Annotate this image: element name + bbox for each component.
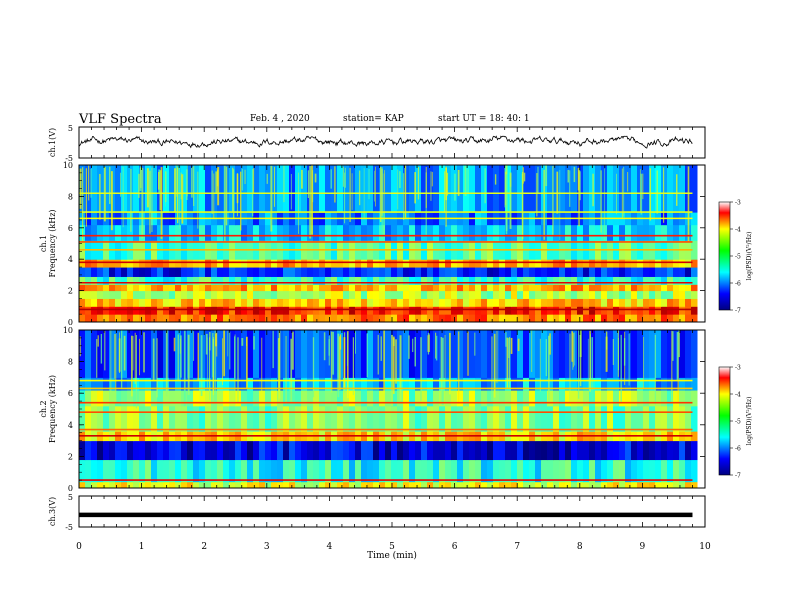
spectral-band bbox=[79, 459, 698, 483]
x-tick-label: 0 bbox=[76, 542, 82, 552]
colorbar-tick-label: -3 bbox=[735, 200, 741, 207]
colorbar-tick-label: -5 bbox=[735, 254, 741, 261]
x-tick-label: 10 bbox=[699, 542, 711, 552]
x-tick-label: 1 bbox=[139, 542, 145, 552]
spectral-band bbox=[79, 298, 698, 307]
ch2-spectrogram-panel: 0 2 4 6 8 10 ch.2 Frequency (kHz) -3 -4 -5 -6 -7 log(… bbox=[39, 326, 753, 493]
y-tick-label: 10 bbox=[63, 161, 73, 170]
colorbar-tick-label: -6 bbox=[735, 281, 741, 288]
x-tick-label: 8 bbox=[577, 542, 583, 552]
y-axis-label-channel: ch.1 bbox=[39, 235, 48, 252]
header-station: station= KAP bbox=[343, 114, 404, 124]
ch1-spectrogram-panel: 0 2 4 6 8 10 ch.1 Frequency (kHz) -3 -4 -5 -6 -7 log(… bbox=[39, 161, 753, 327]
y-tick-label: 4 bbox=[68, 421, 73, 430]
x-tick-label: 4 bbox=[327, 542, 333, 552]
chart-title: VLF Spectra bbox=[79, 112, 162, 127]
spectral-band bbox=[79, 267, 698, 277]
y-axis-label: ch.3(V) bbox=[48, 497, 57, 526]
spectral-band bbox=[79, 276, 698, 285]
y-tick-label: 2 bbox=[68, 287, 73, 296]
y-tick-label: 8 bbox=[68, 192, 73, 201]
spectral-band bbox=[79, 405, 698, 432]
y-tick-label: 0 bbox=[68, 318, 73, 327]
colorbar-tick-label: -5 bbox=[735, 419, 741, 426]
x-tick-label: 5 bbox=[389, 542, 395, 552]
y-tick-label: 5 bbox=[68, 493, 73, 502]
colorbar-tick-label: -4 bbox=[735, 392, 741, 399]
ch3-waveform-panel: 5 -5 ch.3(V) bbox=[48, 493, 706, 532]
y-axis-label: ch.1(V) bbox=[48, 128, 57, 157]
x-tick-label: 7 bbox=[514, 542, 520, 552]
spectral-band bbox=[79, 290, 698, 299]
spectral-band bbox=[79, 481, 698, 489]
y-tick-label: 6 bbox=[68, 224, 73, 233]
colorbar-tick-label: -7 bbox=[735, 308, 741, 315]
y-tick-label: 2 bbox=[68, 452, 73, 461]
spectral-band bbox=[79, 390, 698, 407]
x-tick-label: 3 bbox=[264, 542, 270, 552]
y-tick-label: 10 bbox=[63, 326, 73, 335]
y-tick-label: 5 bbox=[68, 124, 73, 133]
spectral-band bbox=[79, 259, 698, 268]
colorbar-tick-label: -3 bbox=[735, 365, 741, 372]
x-axis-label: Time (min) bbox=[367, 550, 417, 561]
y-axis-label-channel: ch.2 bbox=[39, 400, 48, 417]
narrowband-lines bbox=[79, 379, 693, 481]
spectral-band bbox=[79, 314, 698, 323]
y-tick-label: 0 bbox=[68, 484, 73, 493]
spectral-band bbox=[79, 440, 698, 461]
x-tick-label: 6 bbox=[452, 542, 458, 552]
y-tick-label: 6 bbox=[68, 389, 73, 398]
sferic-bursts bbox=[79, 330, 680, 409]
spectral-band bbox=[79, 330, 698, 378]
y-tick-label: -5 bbox=[65, 523, 73, 532]
x-tick-label: 2 bbox=[201, 542, 207, 552]
x-tick-label: 9 bbox=[640, 542, 646, 552]
header-start-time: start UT = 18: 40: 1 bbox=[438, 114, 530, 124]
header-date: Feb. 4 , 2020 bbox=[250, 114, 310, 124]
y-tick-label: -5 bbox=[65, 154, 73, 163]
colorbar-tick-label: -7 bbox=[735, 473, 741, 480]
spectral-band bbox=[79, 306, 698, 315]
y-axis-label-frequency: Frequency (kHz) bbox=[48, 375, 57, 443]
spectrogram-image bbox=[79, 165, 698, 323]
ch1-waveform-panel: 5 -5 ch.1(V) bbox=[48, 124, 706, 163]
y-tick-label: 8 bbox=[68, 358, 73, 367]
narrowband-lines bbox=[79, 192, 693, 311]
y-axis-label-frequency: Frequency (kHz) bbox=[48, 209, 57, 277]
y-tick-label: 4 bbox=[68, 255, 73, 264]
colorbar-tick-label: -4 bbox=[735, 227, 741, 234]
colorbar-label: log(PSD)(V²/Hz) bbox=[746, 397, 753, 446]
spectrogram-image bbox=[79, 330, 698, 489]
colorbar-label: log(PSD)(V²/Hz) bbox=[746, 232, 753, 281]
colorbar bbox=[718, 366, 731, 476]
spectral-band bbox=[79, 284, 698, 292]
colorbar bbox=[718, 201, 731, 311]
time-axis: 0 1 2 3 4 5 6 7 8 9 10 Time (min) bbox=[76, 542, 711, 561]
ch1-trace bbox=[78, 135, 693, 149]
spectral-band bbox=[79, 224, 698, 241]
colorbar-tick-label: -6 bbox=[735, 446, 741, 453]
